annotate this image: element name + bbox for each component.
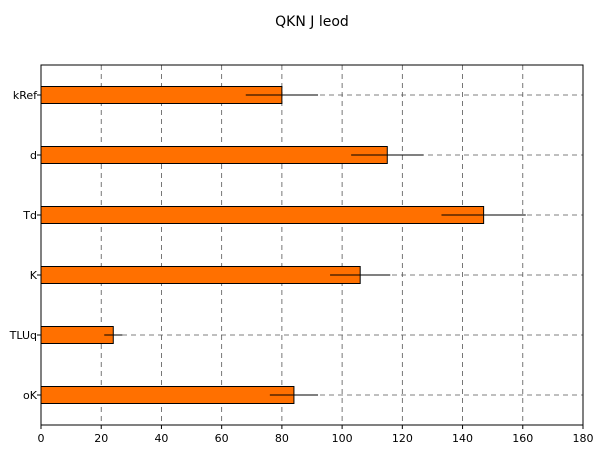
x-axis-ticks: 0 20 40 60 80 100 120 140 160 180: [38, 425, 594, 445]
y-tick-label: d: [30, 149, 37, 162]
x-tick-label: 40: [154, 432, 168, 445]
grid-lines: [41, 65, 583, 425]
error-bars: [104, 94, 526, 396]
y-tick-label: kRef: [13, 89, 38, 102]
bar-tluq: [40, 326, 114, 344]
x-tick-label: 100: [332, 432, 353, 445]
y-tick-label: Td: [22, 209, 37, 222]
chart-title: QKN J leod: [275, 14, 349, 30]
y-tick-label: TLUq: [9, 329, 37, 342]
bars: [40, 86, 485, 404]
x-tick-label: 120: [392, 432, 413, 445]
bar-k: [40, 266, 361, 284]
plot-frame: [40, 64, 584, 426]
x-tick-label: 20: [94, 432, 108, 445]
x-tick-label: 80: [275, 432, 289, 445]
x-tick-label: 60: [215, 432, 229, 445]
bar-ok: [40, 386, 295, 404]
x-tick-label: 180: [573, 432, 594, 445]
bar-d: [40, 146, 388, 164]
y-axis-ticks: kRef d Td K TLUq oK: [9, 89, 41, 402]
y-tick-label: K: [30, 269, 38, 282]
y-tick-label: oK: [23, 389, 38, 402]
x-tick-label: 140: [452, 432, 473, 445]
x-tick-label: 160: [512, 432, 533, 445]
x-tick-label: 0: [38, 432, 45, 445]
bar-td: [40, 206, 485, 224]
